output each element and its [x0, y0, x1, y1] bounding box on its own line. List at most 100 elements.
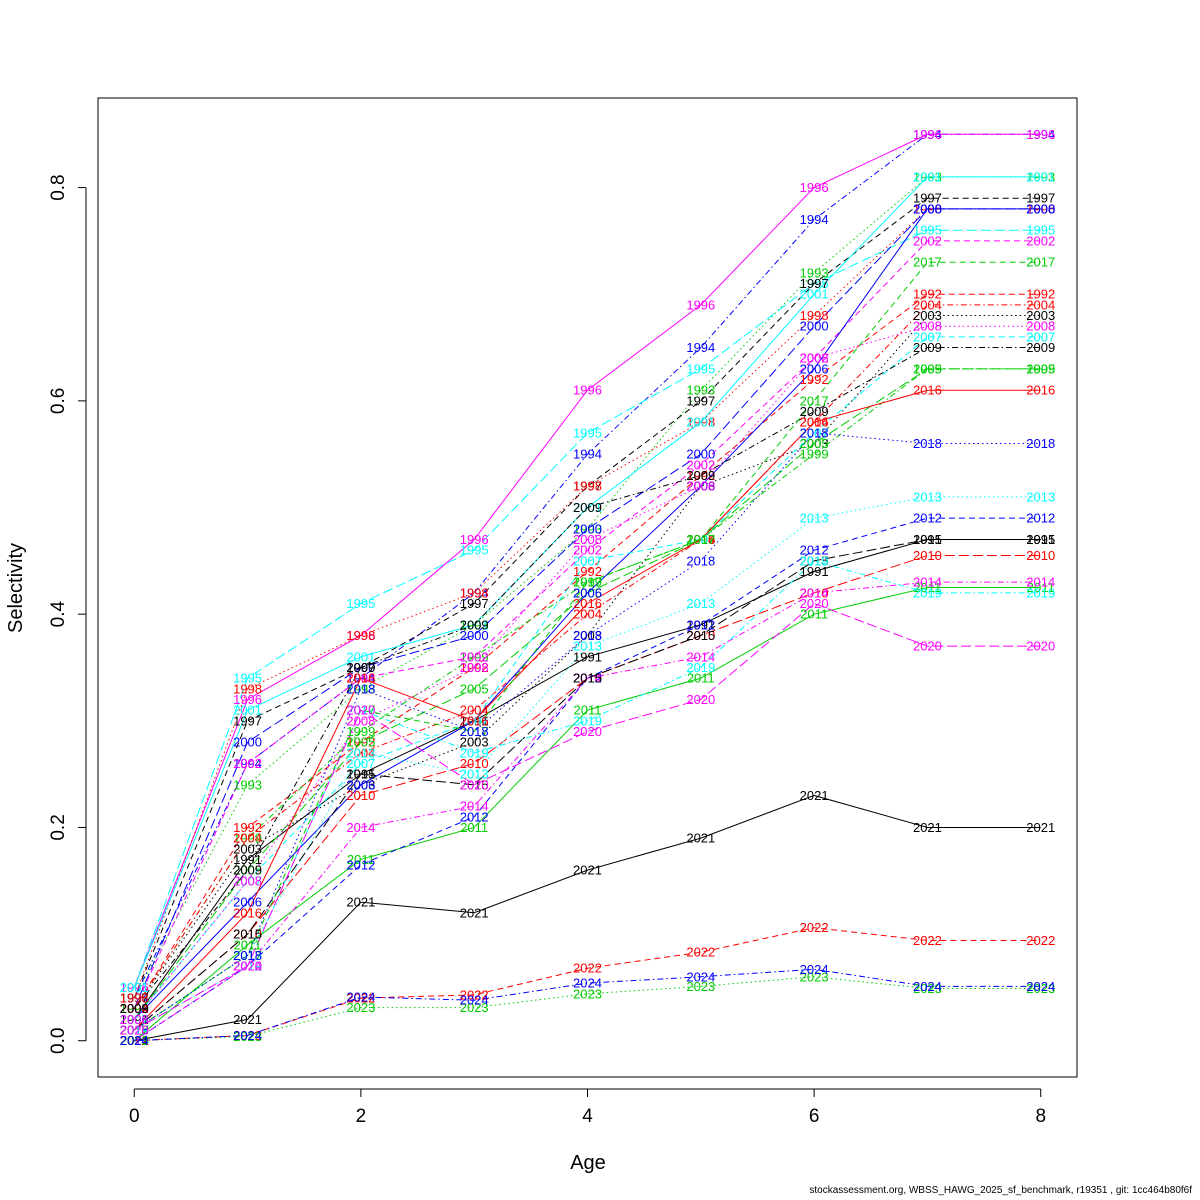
point-label-2009: 2009 — [233, 863, 262, 878]
point-label-1999: 1999 — [233, 831, 262, 846]
point-label-2009: 2009 — [346, 660, 375, 675]
point-label-2019: 2019 — [1026, 585, 1055, 600]
point-label-2023: 2023 — [233, 1029, 262, 1044]
x-tick-label: 0 — [129, 1106, 140, 1127]
point-label-1992: 1992 — [233, 820, 262, 835]
series-line-1991 — [133, 539, 1041, 1020]
point-label-2000: 2000 — [913, 201, 942, 216]
series-line-2017 — [133, 261, 1041, 1031]
point-label-2014: 2014 — [460, 799, 489, 814]
point-label-2005: 2005 — [120, 1012, 149, 1027]
point-label-2003: 2003 — [346, 777, 375, 792]
point-label-2002: 2002 — [913, 233, 942, 248]
point-label-2022: 2022 — [686, 945, 715, 960]
point-label-2018: 2018 — [573, 628, 602, 643]
point-label-1993: 1993 — [913, 169, 942, 184]
x-tick-label: 4 — [582, 1106, 593, 1127]
point-label-2000: 2000 — [233, 735, 262, 750]
point-label-2012: 2012 — [913, 511, 942, 526]
point-label-1992: 1992 — [1026, 287, 1055, 302]
point-label-1994: 1994 — [460, 585, 489, 600]
point-label-2013: 2013 — [573, 639, 602, 654]
point-label-2017: 2017 — [120, 1023, 149, 1038]
point-label-1999: 1999 — [120, 1001, 149, 1016]
point-label-2024: 2024 — [120, 1033, 149, 1048]
point-label-2021: 2021 — [800, 788, 829, 803]
series-line-2014 — [133, 581, 1041, 1042]
series-line-2011 — [133, 587, 1041, 1042]
point-label-2007: 2007 — [686, 532, 715, 547]
point-label-1994: 1994 — [233, 756, 262, 771]
y-tick-label: 0.0 — [48, 1028, 69, 1054]
point-label-1995: 1995 — [120, 980, 149, 995]
point-label-2000: 2000 — [460, 628, 489, 643]
point-label-2019: 2019 — [573, 713, 602, 728]
point-label-2009: 2009 — [1026, 340, 1055, 355]
point-label-1991: 1991 — [460, 713, 489, 728]
point-label-2010: 2010 — [233, 927, 262, 942]
point-label-2000: 2000 — [800, 319, 829, 334]
point-label-1999: 1999 — [573, 575, 602, 590]
point-label-2001: 2001 — [686, 415, 715, 430]
point-label-2020: 2020 — [1026, 639, 1055, 654]
point-label-2008: 2008 — [573, 532, 602, 547]
series-line-2019 — [134, 560, 1041, 1031]
point-label-2014: 2014 — [913, 575, 942, 590]
point-label-1998: 1998 — [460, 585, 489, 600]
point-label-2003: 2003 — [800, 436, 829, 451]
point-label-2021: 2021 — [346, 895, 375, 910]
point-label-2007: 2007 — [1026, 329, 1055, 344]
point-label-2022: 2022 — [1026, 933, 1055, 948]
point-label-2007: 2007 — [346, 756, 375, 771]
series-line-1996 — [133, 133, 1041, 988]
point-label-2004: 2004 — [573, 607, 602, 622]
series-line-2020 — [134, 602, 1041, 1031]
point-label-1993: 1993 — [460, 617, 489, 632]
y-axis-title: Selectivity — [5, 543, 27, 633]
point-label-1996: 1996 — [1026, 127, 1055, 142]
point-label-2012: 2012 — [800, 543, 829, 558]
point-label-2015: 2015 — [120, 1023, 149, 1038]
point-label-2024: 2024 — [460, 993, 489, 1008]
point-label-2018: 2018 — [120, 1023, 149, 1038]
point-label-1992: 1992 — [800, 372, 829, 387]
point-label-2021: 2021 — [1026, 820, 1055, 835]
point-label-2005: 2005 — [1026, 361, 1055, 376]
point-label-2022: 2022 — [573, 961, 602, 976]
point-label-1999: 1999 — [686, 532, 715, 547]
point-label-2008: 2008 — [686, 479, 715, 494]
plot-frame — [97, 97, 1078, 1078]
point-label-2024: 2024 — [233, 1028, 262, 1043]
point-label-2018: 2018 — [913, 436, 942, 451]
point-label-2021: 2021 — [120, 1033, 149, 1048]
point-label-2020: 2020 — [346, 703, 375, 718]
point-label-2012: 2012 — [686, 617, 715, 632]
point-label-2010: 2010 — [346, 788, 375, 803]
point-label-2006: 2006 — [346, 777, 375, 792]
point-label-1999: 1999 — [460, 649, 489, 664]
point-label-2023: 2023 — [460, 1000, 489, 1015]
series-line-1999 — [133, 368, 1041, 1010]
point-label-2019: 2019 — [233, 959, 262, 974]
point-label-2021: 2021 — [686, 831, 715, 846]
series-line-2024 — [134, 968, 1041, 1042]
point-label-2014: 2014 — [346, 820, 375, 835]
point-label-2011: 2011 — [1027, 580, 1055, 595]
point-label-2018: 2018 — [686, 553, 715, 568]
point-label-1997: 1997 — [120, 991, 149, 1006]
point-label-2002: 2002 — [800, 351, 829, 366]
point-label-1993: 1993 — [800, 265, 829, 280]
point-label-2002: 2002 — [573, 543, 602, 558]
y-tick-label: 0.4 — [48, 601, 69, 628]
point-label-2019: 2019 — [686, 660, 715, 675]
point-label-2022: 2022 — [800, 920, 829, 935]
point-label-2010: 2010 — [800, 585, 829, 600]
point-label-1999: 1999 — [1026, 361, 1055, 376]
point-label-2020: 2020 — [573, 724, 602, 739]
point-label-2001: 2001 — [800, 287, 829, 302]
point-label-2009: 2009 — [686, 468, 715, 483]
point-label-2017: 2017 — [573, 575, 602, 590]
point-label-2021: 2021 — [460, 905, 489, 920]
point-label-1994: 1994 — [686, 340, 715, 355]
